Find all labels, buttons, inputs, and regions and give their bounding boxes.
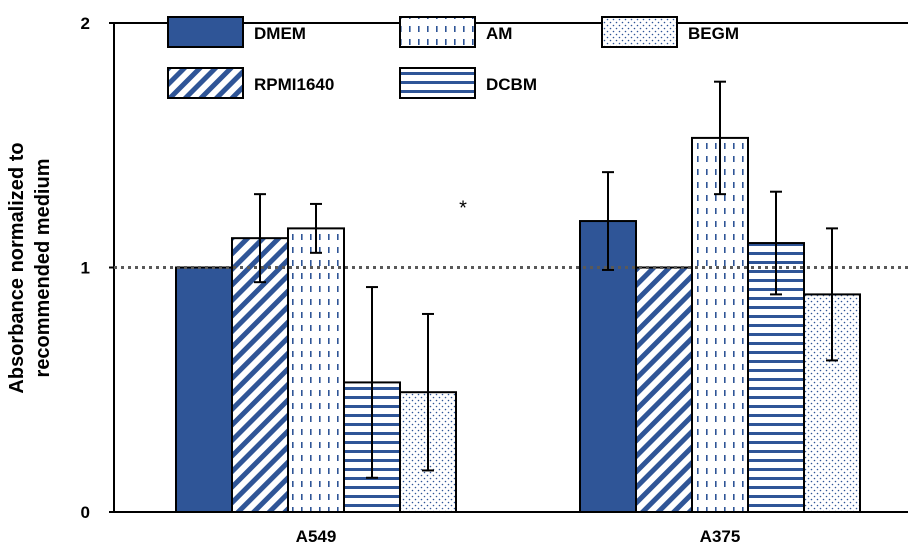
legend-swatch	[167, 16, 244, 48]
y-axis-label-line-1: Absorbance normalized to	[6, 142, 28, 393]
x-tick-label: A549	[296, 527, 337, 546]
legend-swatch	[601, 16, 678, 48]
legend-item-am: AM	[399, 16, 512, 48]
legend-label: DCBM	[486, 75, 537, 94]
legend-label: RPMI1640	[254, 75, 334, 94]
legend-swatch	[399, 16, 476, 48]
legend-swatch	[399, 67, 476, 99]
y-tick-label: 1	[81, 259, 90, 278]
legend-item-rpmi1640: RPMI1640	[167, 67, 334, 99]
y-axis-label: Absorbance normalized to recommended med…	[6, 142, 54, 393]
legend: DMEM AM BEGM RPMI1640 DCBM	[167, 16, 739, 99]
legend-label: BEGM	[688, 24, 739, 43]
y-tick-label: 0	[81, 503, 90, 522]
legend-label: DMEM	[254, 24, 306, 43]
legend-item-dmem: DMEM	[167, 16, 306, 48]
legend-label: AM	[486, 24, 512, 43]
legend-item-begm: BEGM	[601, 16, 739, 48]
bar-rpmi1640-a375	[635, 266, 693, 513]
significance-marker: *	[459, 197, 467, 219]
x-tick-label: A375	[700, 527, 741, 546]
bar-rpmi1640-a549	[231, 237, 289, 513]
bar-dmem-a549	[175, 266, 233, 513]
legend-item-dcbm: DCBM	[399, 67, 537, 99]
legend-swatch	[167, 67, 244, 99]
plot-area: 0 1 2 A549 A375 *	[81, 14, 908, 546]
y-axis-label-line-2: recommended medium	[32, 159, 54, 378]
bar-am-a549	[287, 227, 345, 513]
y-tick-label: 2	[81, 14, 90, 33]
